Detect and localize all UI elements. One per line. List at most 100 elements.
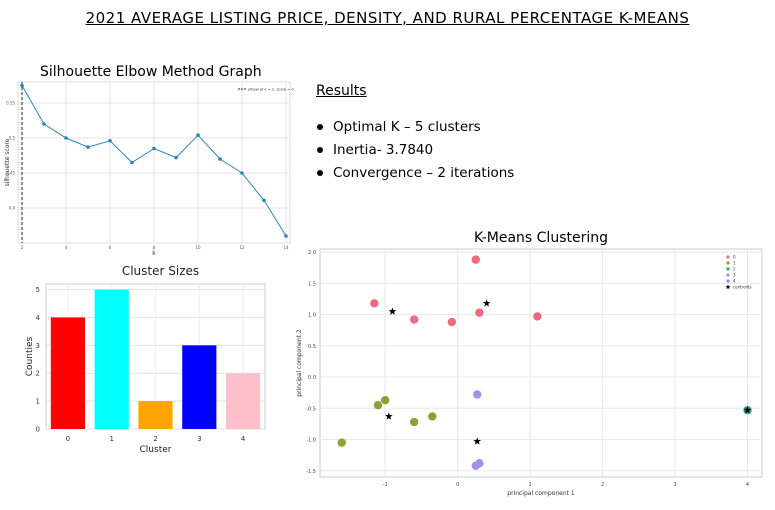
elbow-point bbox=[108, 139, 112, 143]
scatter-point-cluster-0 bbox=[370, 299, 379, 308]
scatter-legend-label: 2 bbox=[733, 267, 736, 272]
scatter-point-cluster-0 bbox=[409, 315, 419, 324]
scatter-xtick-label: -1 bbox=[383, 482, 388, 488]
elbow-ytick-label: 0.4 bbox=[9, 206, 16, 211]
bar-ylabel: Counties bbox=[25, 336, 35, 376]
kmeans-scatter-chart: -1.5-1.0-0.50.00.51.01.52.0-1 0 1 2 3 4princi… bbox=[296, 248, 763, 497]
elbow-xlabel: k bbox=[152, 250, 156, 257]
scatter-plot-area bbox=[319, 248, 763, 478]
scatter-point-cluster-1 bbox=[381, 395, 390, 405]
bar-xtick-label: 2 bbox=[153, 435, 157, 443]
scatter-centroid-star bbox=[385, 412, 393, 420]
elbow-point bbox=[218, 157, 222, 161]
elbow-chart: 0.4 0.45 0.5 0.55 2 4 6 8 10 12 14 k silhouette scor… bbox=[4, 81, 295, 257]
scatter-ytick-label: 1.5 bbox=[308, 281, 316, 287]
results-heading: Results bbox=[316, 83, 367, 99]
scatter-ytick-label: 0.0 bbox=[308, 375, 316, 381]
scatter-point-cluster-1 bbox=[409, 417, 419, 427]
scatter-ytick-label: 0.5 bbox=[308, 344, 316, 350]
scatter-legend-label: 1 bbox=[733, 261, 736, 266]
scatter-point-cluster-0 bbox=[533, 312, 542, 321]
elbow-point bbox=[152, 146, 156, 151]
elbow-point bbox=[64, 136, 68, 140]
bar-xtick-label: 0 bbox=[66, 435, 70, 443]
scatter-ytick-label: 1.0 bbox=[308, 313, 316, 319]
scatter-point-cluster-1 bbox=[428, 412, 437, 421]
scatter-legend-label: 0 bbox=[733, 255, 736, 260]
results-list: Optimal K – 5 clusters Inertia- 3.7840 C… bbox=[316, 117, 514, 186]
elbow-ytick-label: 0.5 bbox=[9, 136, 16, 141]
bar-ytick-label: 2 bbox=[36, 370, 40, 378]
bar-chart-title: Cluster Sizes bbox=[122, 264, 199, 278]
scatter-xtick-label: 2 bbox=[601, 482, 604, 488]
bar-cluster-0 bbox=[50, 317, 85, 429]
elbow-xtick-label: 12 bbox=[239, 245, 245, 250]
scatter-ytick-label: -1.0 bbox=[306, 438, 316, 444]
bar-xlabel: Cluster bbox=[140, 445, 172, 455]
bar-cluster-3 bbox=[182, 345, 217, 429]
bar-ytick-label: 5 bbox=[36, 286, 40, 294]
scatter-point-cluster-0 bbox=[475, 308, 484, 317]
scatter-xtick-label: 0 bbox=[456, 482, 459, 488]
scatter-xtick-label: 1 bbox=[529, 482, 532, 488]
scatter-point-cluster-1 bbox=[373, 400, 383, 410]
cluster-sizes-chart: Cluster Sizes 0 1 2 3 4 5 0 1 2 3 4 Cluster Counties bbox=[25, 264, 266, 455]
bar-xtick-label: 4 bbox=[241, 435, 246, 443]
elbow-ytick-label: 0.55 bbox=[6, 101, 15, 106]
scatter-ytick-label: -1.5 bbox=[306, 469, 316, 475]
scatter-centroid-star bbox=[743, 406, 752, 414]
elbow-xtick-label: 10 bbox=[195, 245, 201, 250]
elbow-legend-label: elbow at k = 2, score = 0.573 bbox=[248, 88, 295, 92]
scatter-ytick-label: 2.0 bbox=[308, 250, 316, 256]
elbow-xtick-label: 2 bbox=[21, 245, 24, 250]
elbow-point bbox=[20, 83, 24, 88]
scatter-point-cluster-0 bbox=[447, 317, 457, 327]
elbow-point bbox=[86, 145, 90, 149]
scatter-legend-label: 3 bbox=[733, 273, 736, 278]
scatter-point-cluster-3 bbox=[473, 390, 482, 399]
bar-ytick-label: 4 bbox=[36, 314, 41, 322]
elbow-xtick-label: 14 bbox=[283, 245, 289, 250]
elbow-point bbox=[284, 234, 288, 238]
elbow-point bbox=[262, 198, 266, 203]
scatter-xtick-label: 4 bbox=[746, 482, 749, 488]
scatter-legend-swatch bbox=[726, 273, 730, 277]
elbow-point bbox=[42, 122, 46, 126]
elbow-ylabel: silhouette score bbox=[4, 138, 11, 186]
scatter-legend-swatch bbox=[725, 284, 731, 290]
kmeans-chart-title: K-Means Clustering bbox=[474, 230, 608, 246]
scatter-ytick-label: -0.5 bbox=[306, 406, 316, 412]
scatter-centroid-star bbox=[482, 299, 491, 307]
scatter-ylabel: principal component 2 bbox=[296, 329, 303, 397]
scatter-point-cluster-0 bbox=[471, 255, 480, 264]
scatter-centroid-star bbox=[388, 307, 397, 315]
elbow-ytick-label: 0.45 bbox=[6, 171, 15, 176]
bar-cluster-2 bbox=[138, 401, 173, 429]
scatter-legend-swatch bbox=[726, 255, 730, 259]
elbow-chart-title: Silhouette Elbow Method Graph bbox=[40, 64, 262, 80]
scatter-xlabel: principal component 1 bbox=[507, 490, 575, 497]
bar-xtick-label: 3 bbox=[197, 435, 201, 443]
bar-ytick-label: 3 bbox=[36, 342, 40, 350]
scatter-legend-swatch bbox=[726, 267, 730, 271]
scatter-legend-swatch bbox=[726, 261, 730, 265]
result-inertia: Inertia- 3.7840 bbox=[316, 140, 514, 163]
elbow-point bbox=[240, 171, 244, 175]
elbow-point bbox=[174, 155, 178, 160]
elbow-xtick-label: 8 bbox=[153, 245, 156, 250]
scatter-legend-label: centroids bbox=[733, 285, 752, 290]
bar-cluster-1 bbox=[94, 289, 129, 429]
scatter-point-cluster-1 bbox=[337, 438, 346, 447]
elbow-xtick-label: 6 bbox=[109, 245, 112, 250]
bar-ytick-label: 1 bbox=[36, 398, 40, 406]
bar-cluster-4 bbox=[226, 373, 261, 429]
result-convergence: Convergence – 2 iterations bbox=[316, 163, 514, 186]
scatter-point-cluster-3 bbox=[475, 459, 484, 468]
elbow-xtick-label: 4 bbox=[65, 245, 68, 250]
result-optimal-k: Optimal K – 5 clusters bbox=[316, 117, 514, 140]
scatter-centroid-star bbox=[473, 437, 482, 445]
bar-xtick-label: 1 bbox=[109, 435, 113, 443]
scatter-legend-label: 4 bbox=[733, 279, 736, 284]
elbow-point bbox=[196, 133, 200, 137]
bar-ytick-label: 0 bbox=[36, 426, 40, 434]
